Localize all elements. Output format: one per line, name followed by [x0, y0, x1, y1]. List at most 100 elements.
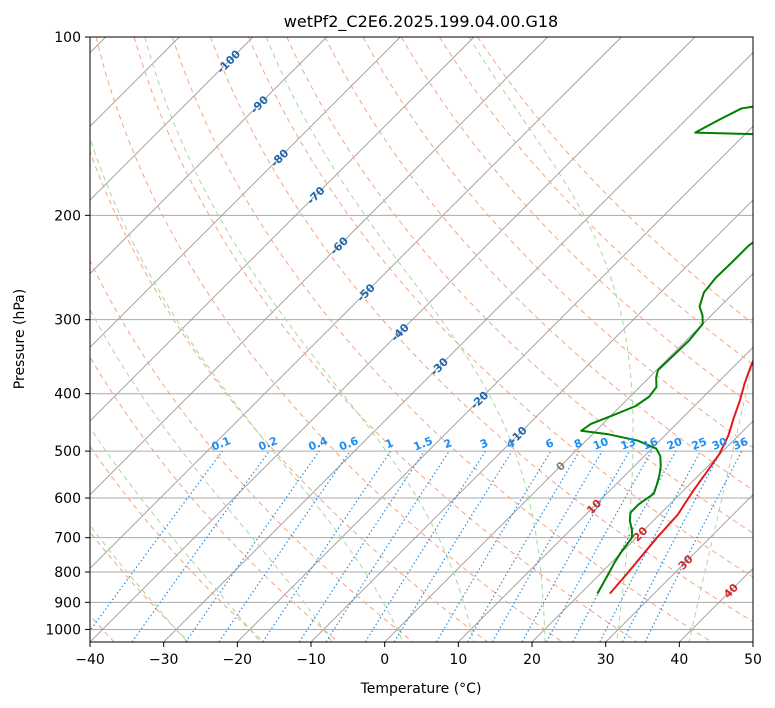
dry-adiabat--10: [90, 356, 339, 642]
x-tick-label: 40: [670, 652, 688, 668]
dry-adiabat-10: [90, 150, 488, 642]
mixing-ratio-line-6: [435, 450, 552, 642]
mixing-ratio-label: 8: [572, 436, 584, 451]
moist-adiabat-0: [90, 136, 404, 642]
x-tick-label: 50: [744, 652, 762, 668]
isotherm--60: [90, 37, 548, 496]
mixing-ratio-label: 3: [478, 436, 490, 451]
dry-adiabat-label: -60: [328, 234, 351, 257]
y-axis-label: Pressure (hPa): [12, 289, 28, 389]
chart-title: wetPf2_C2E6.2025.199.04.00.G18: [284, 12, 558, 32]
dry-adiabat-100: [400, 37, 753, 407]
mixing-ratio-line-13: [521, 450, 631, 642]
moist-adiabat-40: [688, 358, 753, 642]
moist-adiabat--10: [90, 308, 333, 642]
dry-adiabat--20: [90, 445, 264, 642]
isotherm--90: [90, 37, 327, 275]
dry-adiabat-40: [171, 37, 712, 642]
moist-adiabat-10: [144, 37, 475, 642]
y-tick-label: 700: [54, 531, 81, 547]
isotherm-40: [679, 567, 753, 642]
dry-adiabat-label: -20: [468, 389, 491, 412]
x-tick-label: −40: [75, 652, 105, 668]
y-tick-label: 800: [54, 565, 81, 581]
mixing-ratio-line-0.1: [90, 450, 223, 632]
moist-adiabat--20: [90, 426, 261, 642]
y-tick-label: 500: [54, 444, 81, 460]
isotherm--30: [163, 52, 753, 642]
dry-adiabat-120: [477, 37, 753, 325]
dry-adiabat--30: [90, 531, 190, 642]
x-axis-label: Temperature (°C): [360, 681, 482, 697]
dry-adiabat-50: [210, 37, 753, 623]
isotherm--10: [310, 199, 753, 642]
mixing-ratio-label: 2: [442, 436, 454, 451]
mixing-ratio-line-2: [325, 450, 450, 642]
mixing-ratio-line-16: [545, 450, 653, 642]
mixing-ratio-line-0.2: [131, 450, 270, 642]
dry-adiabat-30: [133, 37, 638, 642]
y-tick-label: 900: [54, 595, 81, 611]
isotherm--80: [90, 37, 401, 348]
x-tick-label: 30: [597, 652, 615, 668]
mixing-ratio-label: 13: [619, 435, 638, 453]
x-tick-label: 10: [449, 652, 467, 668]
moist-adiabat-label: 10: [584, 497, 604, 517]
isotherm--20: [237, 125, 753, 642]
dry-adiabat-label: -100: [215, 47, 244, 76]
temperature-profile: [609, 358, 753, 595]
mixing-ratio-label: 36: [731, 435, 750, 453]
mixing-ratio-label: 1: [383, 436, 395, 451]
dry-adiabat-label: -30: [428, 355, 451, 378]
mixing-ratio-line-1.5: [298, 450, 425, 642]
moist-adiabat-30: [468, 37, 634, 642]
moist-adiabat-label: 20: [630, 524, 650, 544]
isotherm--70: [90, 37, 475, 422]
plot-clip-group: [90, 37, 753, 642]
mixing-ratio-line-36: [644, 450, 743, 642]
isotherm-30: [605, 494, 753, 642]
dry-adiabat-110: [439, 37, 753, 366]
isotherm--50: [90, 37, 622, 569]
isotherm--100: [90, 37, 254, 201]
mixing-ratio-line-1: [262, 450, 392, 642]
dry-adiabat-0: [90, 259, 414, 642]
x-tick-label: 0: [380, 652, 389, 668]
dry-adiabat-label: -90: [248, 93, 271, 116]
x-tick-label: 20: [523, 652, 541, 668]
mixing-ratio-label: 25: [690, 435, 709, 453]
mixing-ratio-line-3: [364, 450, 486, 642]
mixing-ratio-line-0.6: [218, 450, 351, 642]
y-tick-label: 100: [54, 30, 81, 46]
dry-adiabat-90: [362, 37, 753, 449]
moist-adiabat-label: 0: [554, 459, 569, 474]
isotherm-20: [531, 420, 753, 642]
mixing-ratio-label: 20: [665, 435, 684, 453]
moist-adiabat-20: [265, 37, 546, 642]
mixing-ratio-line-4: [393, 450, 513, 642]
x-tick-label: −30: [149, 652, 179, 668]
x-tick-label: −20: [223, 652, 253, 668]
y-tick-label: 600: [54, 491, 81, 507]
isotherm-10: [458, 346, 753, 642]
x-tick-label: −10: [296, 652, 326, 668]
dry-adiabat-label: -80: [268, 146, 291, 169]
moist-adiabat-label: 40: [721, 581, 741, 601]
plot-area: 0.1 0.2 0.4 0.6 1 1.5 2 3 4 6 8 10 13 16 20 25 30 36-100-…: [45, 30, 762, 668]
y-tick-label: 400: [54, 387, 81, 403]
dry-adiabat-20: [95, 37, 563, 642]
dry-adiabat-label: -70: [304, 184, 327, 207]
isotherm--40: [90, 37, 696, 642]
moist-adiabat-label: 30: [676, 552, 696, 572]
mixing-ratio-label: 30: [710, 435, 729, 453]
dry-adiabat-60: [248, 37, 753, 578]
mixing-ratio-label: 10: [591, 435, 610, 453]
mixing-ratio-label: 16: [641, 435, 660, 453]
plot-frame: [89, 36, 754, 643]
moist-adiabat--30: [90, 524, 188, 642]
isotherm-0: [384, 273, 753, 642]
y-tick-label: 1000: [45, 622, 81, 638]
dewpoint-profile: [580, 105, 753, 595]
dry-adiabat-label: -50: [355, 281, 378, 304]
